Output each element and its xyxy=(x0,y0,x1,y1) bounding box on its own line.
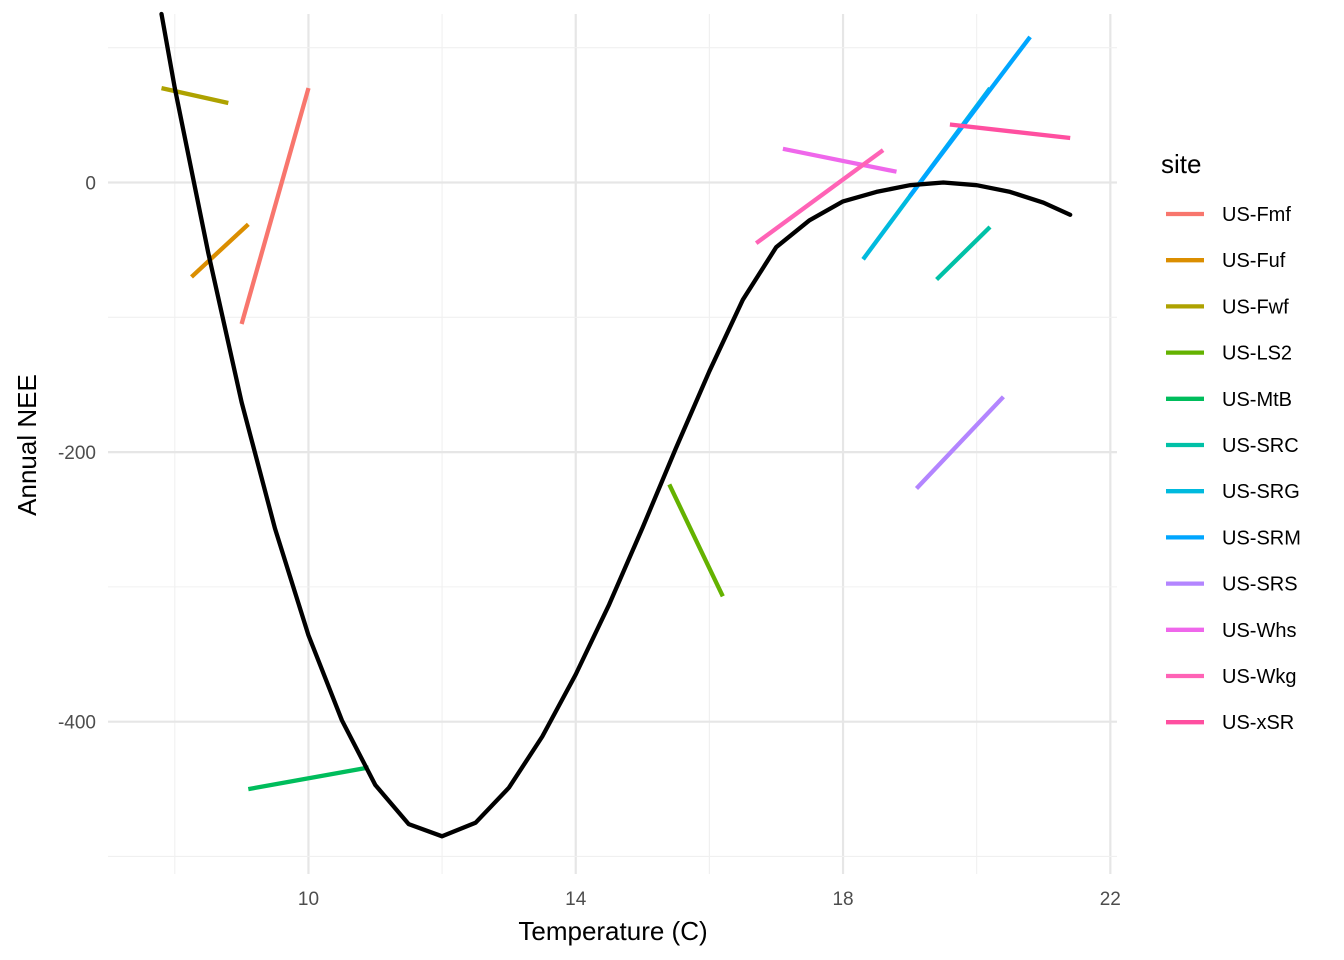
legend-title: site xyxy=(1161,149,1201,179)
legend-label: US-Fuf xyxy=(1222,250,1286,272)
series-line-us-fuf xyxy=(190,222,250,279)
y-tick-label: -200 xyxy=(58,443,96,464)
grid xyxy=(108,14,1117,874)
legend-label: US-Fwf xyxy=(1222,296,1289,318)
x-axis-title: Temperature (C) xyxy=(518,916,707,946)
x-tick-label: 18 xyxy=(832,889,853,910)
x-tick-label: 22 xyxy=(1100,889,1121,910)
legend-label: US-SRG xyxy=(1222,481,1300,503)
legend-label: US-MtB xyxy=(1222,389,1292,411)
fit-curve-line xyxy=(159,11,1073,839)
series-line-us-whs xyxy=(782,146,897,174)
legend: site US-Fmf US-Fuf US-Fwf US-LS2 US-MtB US-SR… xyxy=(1161,149,1301,734)
series-line-us-ls2 xyxy=(667,483,725,598)
x-tick-label: 10 xyxy=(298,889,319,910)
legend-label: US-xSR xyxy=(1222,712,1294,734)
legend-label: US-LS2 xyxy=(1222,343,1292,365)
legend-label: US-SRM xyxy=(1222,527,1301,549)
series-line-us-mtb xyxy=(247,765,369,792)
series-line-us-srs xyxy=(914,395,1005,490)
series-lines xyxy=(161,35,1071,792)
y-tick-label: 0 xyxy=(85,173,96,194)
series-line-us-wkg xyxy=(754,148,885,245)
series-line-us-fwf xyxy=(161,86,229,106)
series-line-us-srm xyxy=(908,35,1032,198)
fit-curve xyxy=(159,11,1073,839)
series-line-us-xsr xyxy=(949,122,1071,141)
legend-label: US-SRS xyxy=(1222,574,1298,596)
series-line-us-src xyxy=(935,225,992,282)
y-axis-title: Annual NEE xyxy=(12,374,42,516)
legend-label: US-SRC xyxy=(1222,435,1299,457)
y-tick-label: -400 xyxy=(58,713,96,734)
legend-label: US-Wkg xyxy=(1222,666,1296,688)
series-line-us-fmf xyxy=(239,87,311,325)
legend-label: US-Fmf xyxy=(1222,204,1291,226)
legend-label: US-Whs xyxy=(1222,620,1296,642)
x-tick-label: 14 xyxy=(565,889,587,910)
legend-items: US-Fmf US-Fuf US-Fwf US-LS2 US-MtB US-SRC US-S… xyxy=(1166,204,1301,734)
tick-labels: 10 14 18 22 0 -200 -400 xyxy=(58,173,1121,910)
